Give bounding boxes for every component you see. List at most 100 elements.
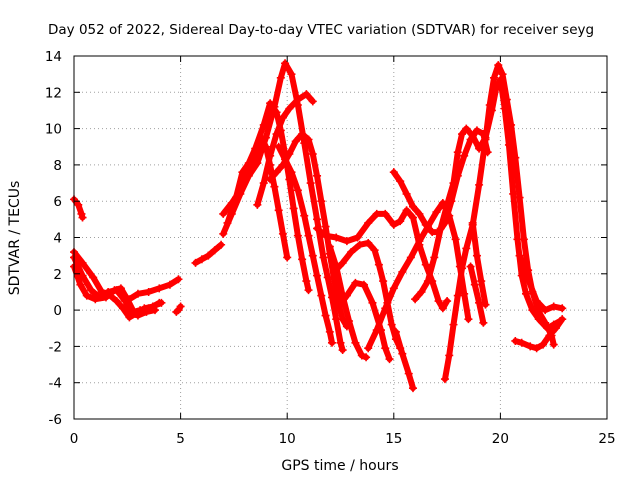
data-point [308, 150, 317, 159]
series-arc-24 [468, 218, 490, 309]
data-point [281, 59, 290, 68]
data-point [507, 120, 516, 129]
data-point [485, 101, 494, 110]
data-point [325, 242, 334, 251]
data-point [526, 342, 535, 351]
data-point [321, 311, 330, 320]
data-point [204, 251, 213, 260]
data-point [129, 307, 138, 316]
series-arc-04 [70, 262, 166, 316]
data-point [253, 159, 262, 168]
data-point [370, 246, 379, 255]
data-point [449, 179, 458, 188]
data-point [368, 298, 377, 307]
data-point [415, 209, 424, 218]
data-point [539, 340, 548, 349]
series-arc-10 [219, 133, 292, 262]
data-point [389, 220, 398, 229]
data-point [515, 251, 524, 260]
data-point [411, 295, 420, 304]
data-point [351, 338, 360, 347]
data-point [391, 327, 400, 336]
data-point [445, 351, 454, 360]
data-point [144, 287, 153, 296]
data-point [549, 340, 558, 349]
data-point [558, 304, 567, 313]
data-point [304, 231, 313, 240]
data-point [481, 135, 490, 144]
series-arc-25 [511, 315, 567, 353]
data-point [415, 237, 424, 246]
y-tick-label: -2 [49, 339, 62, 355]
data-point [261, 142, 270, 151]
series-arc-06 [172, 302, 185, 316]
y-tick-label: 6 [53, 194, 62, 210]
data-point [82, 291, 91, 300]
data-point [125, 295, 134, 304]
data-point [490, 73, 499, 82]
data-point [110, 286, 119, 295]
series-trace [392, 328, 416, 392]
data-point [462, 244, 471, 253]
data-point [532, 344, 541, 353]
data-point [144, 304, 153, 313]
data-point [472, 251, 481, 260]
data-point [440, 375, 449, 384]
data-point [77, 209, 86, 218]
data-point [438, 304, 447, 313]
data-point [157, 298, 166, 307]
data-point [191, 258, 200, 267]
data-point [402, 206, 411, 215]
data-point [291, 137, 300, 146]
data-point [174, 275, 183, 284]
x-tick-label: 25 [598, 431, 615, 447]
data-point [313, 171, 322, 180]
data-point [453, 291, 462, 300]
data-point [372, 326, 381, 335]
data-point [355, 240, 364, 249]
data-point [545, 331, 554, 340]
data-point [494, 61, 503, 70]
data-point [257, 133, 266, 142]
data-point [330, 267, 339, 276]
data-point [468, 218, 477, 227]
data-point [381, 304, 390, 313]
data-point [421, 260, 430, 269]
y-tick-label: 14 [45, 49, 62, 65]
data-point [387, 320, 396, 329]
data-point [272, 130, 281, 139]
data-point [443, 297, 452, 306]
data-point [325, 327, 334, 336]
data-point [396, 217, 405, 226]
y-tick-label: 12 [45, 85, 62, 101]
data-point [372, 209, 381, 218]
data-point [219, 209, 228, 218]
series-trace [442, 62, 557, 383]
series-arc-07 [191, 240, 226, 267]
data-point [323, 273, 332, 282]
data-point [253, 200, 262, 209]
data-point [270, 182, 279, 191]
data-point [385, 355, 394, 364]
data-point [402, 189, 411, 198]
y-tick-label: -4 [49, 376, 62, 392]
data-point [236, 186, 245, 195]
data-point [398, 349, 407, 358]
data-point [217, 240, 226, 249]
data-point [511, 336, 520, 345]
data-point [78, 258, 87, 267]
series-arc-11 [253, 90, 317, 209]
series-trace [469, 220, 489, 308]
data-point [462, 124, 471, 133]
data-point [285, 150, 294, 159]
data-point [342, 237, 351, 246]
data-point [381, 209, 390, 218]
data-point [551, 324, 560, 333]
series-group [70, 59, 567, 393]
data-point [406, 253, 415, 262]
data-point [287, 168, 296, 177]
series-arc-23 [466, 262, 488, 327]
data-point [319, 253, 328, 262]
data-point [398, 267, 407, 276]
data-point [359, 280, 368, 289]
